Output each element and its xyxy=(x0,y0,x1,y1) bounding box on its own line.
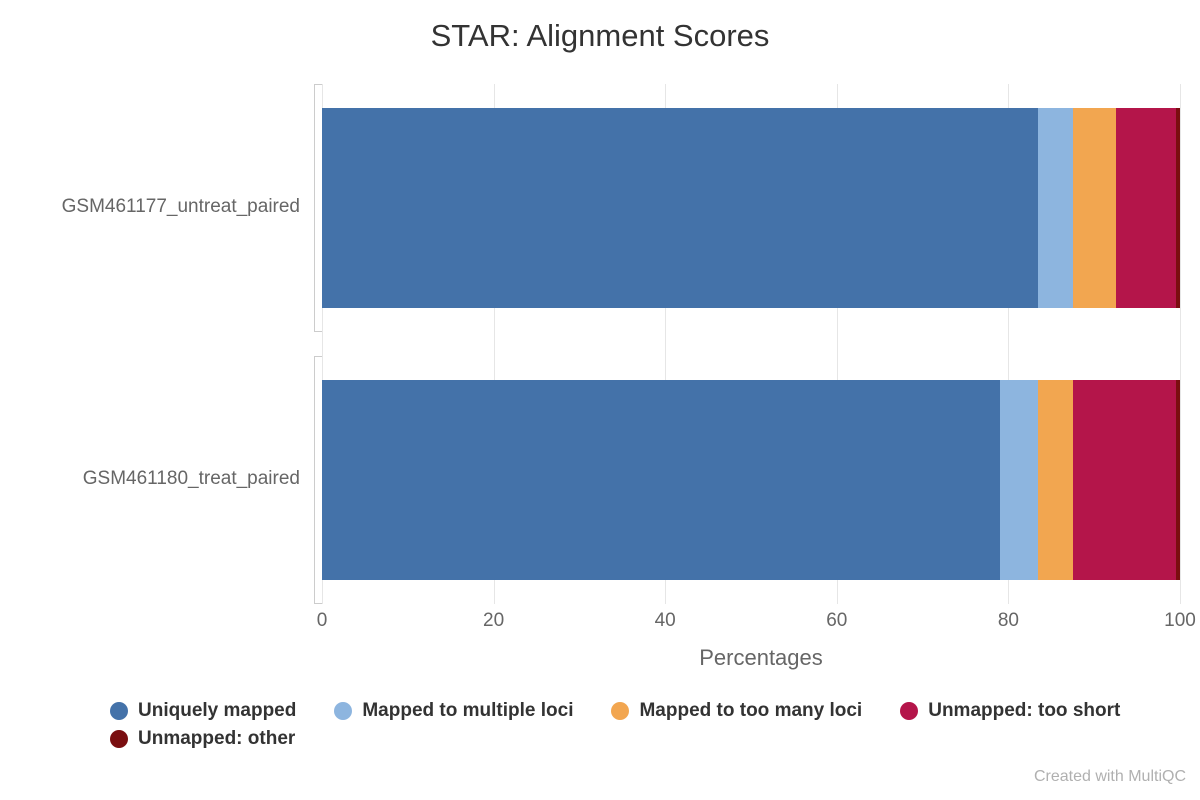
legend-swatch xyxy=(334,702,352,720)
bar-segment-mapped_multiple_loci[interactable] xyxy=(1000,380,1039,580)
chart-title: STAR: Alignment Scores xyxy=(0,0,1200,54)
y-tick-bracket xyxy=(314,356,322,604)
plot-area xyxy=(322,84,1180,604)
bar-segment-mapped_multiple_loci[interactable] xyxy=(1038,108,1072,308)
legend-item-mapped_multiple_loci[interactable]: Mapped to multiple loci xyxy=(334,700,573,722)
legend: Uniquely mapped Mapped to multiple loci Ma… xyxy=(110,700,1180,750)
legend-swatch xyxy=(611,702,629,720)
x-tick-label: 20 xyxy=(483,610,504,632)
bar-group xyxy=(322,84,1180,332)
x-tick-label: 0 xyxy=(317,610,328,632)
bar-segment-uniquely_mapped[interactable] xyxy=(322,108,1038,308)
x-tick-label: 80 xyxy=(998,610,1019,632)
x-axis-title: Percentages xyxy=(0,645,1200,671)
bar-segment-unmapped_too_short[interactable] xyxy=(1116,108,1176,308)
legend-item-mapped_too_many_loci[interactable]: Mapped to too many loci xyxy=(611,700,862,722)
bar-group xyxy=(322,356,1180,604)
x-tick-label: 40 xyxy=(655,610,676,632)
legend-swatch xyxy=(110,730,128,748)
bar-segment-unmapped_other[interactable] xyxy=(1176,108,1180,308)
bar-stack[interactable] xyxy=(322,380,1180,580)
y-axis-label: GSM461180_treat_paired xyxy=(0,468,300,490)
bar-stack[interactable] xyxy=(322,108,1180,308)
bar-segment-mapped_too_many_loci[interactable] xyxy=(1073,108,1116,308)
legend-label: Mapped to multiple loci xyxy=(362,700,573,722)
bar-segment-unmapped_other[interactable] xyxy=(1176,380,1180,580)
x-tick-label: 100 xyxy=(1164,610,1196,632)
bar-segment-mapped_too_many_loci[interactable] xyxy=(1038,380,1072,580)
bar-segment-unmapped_too_short[interactable] xyxy=(1073,380,1176,580)
legend-label: Mapped to too many loci xyxy=(639,700,862,722)
legend-label: Uniquely mapped xyxy=(138,700,296,722)
gridline xyxy=(1180,84,1181,604)
legend-item-unmapped_other[interactable]: Unmapped: other xyxy=(110,728,295,750)
y-tick-bracket xyxy=(314,84,322,332)
legend-swatch xyxy=(110,702,128,720)
bar-segment-uniquely_mapped[interactable] xyxy=(322,380,1000,580)
legend-label: Unmapped: too short xyxy=(928,700,1120,722)
x-tick-label: 60 xyxy=(826,610,847,632)
y-axis-label: GSM461177_untreat_paired xyxy=(0,196,300,218)
credit-text: Created with MultiQC xyxy=(1034,768,1186,786)
legend-item-uniquely_mapped[interactable]: Uniquely mapped xyxy=(110,700,296,722)
legend-label: Unmapped: other xyxy=(138,728,295,750)
legend-swatch xyxy=(900,702,918,720)
legend-item-unmapped_too_short[interactable]: Unmapped: too short xyxy=(900,700,1120,722)
